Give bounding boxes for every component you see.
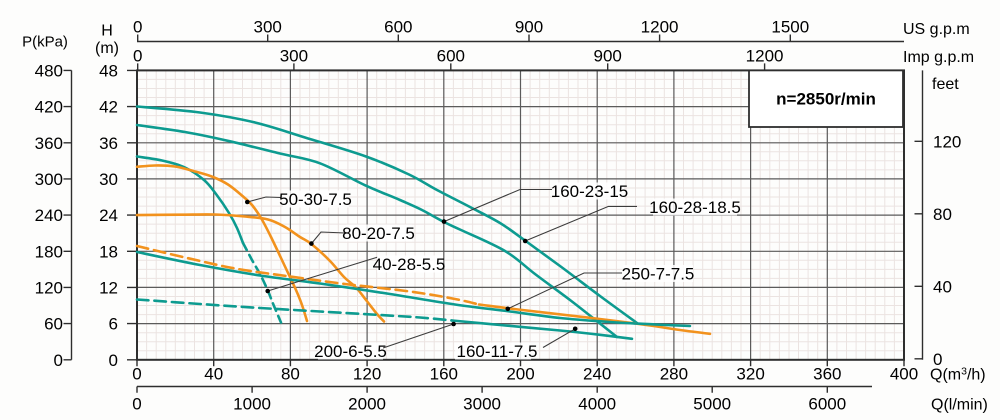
svg-text:0: 0 <box>132 365 141 384</box>
svg-text:240: 240 <box>35 206 63 225</box>
svg-text:5000: 5000 <box>693 395 731 414</box>
svg-text:600: 600 <box>437 47 465 66</box>
svg-text:60: 60 <box>44 315 63 334</box>
svg-text:0: 0 <box>132 395 141 414</box>
svg-text:300: 300 <box>280 47 308 66</box>
svg-text:24: 24 <box>99 206 118 225</box>
svg-text:180: 180 <box>35 242 63 261</box>
svg-text:900: 900 <box>515 18 543 37</box>
svg-text:160: 160 <box>430 365 458 384</box>
svg-text:36: 36 <box>99 134 118 153</box>
svg-text:320: 320 <box>736 365 764 384</box>
svg-text:120: 120 <box>353 365 381 384</box>
svg-text:6000: 6000 <box>808 395 846 414</box>
svg-text:P(kPa): P(kPa) <box>22 34 68 51</box>
svg-text:900: 900 <box>594 47 622 66</box>
svg-text:80: 80 <box>281 365 300 384</box>
svg-text:0: 0 <box>133 18 142 37</box>
svg-text:160-23-15: 160-23-15 <box>551 182 629 201</box>
svg-text:1200: 1200 <box>641 18 679 37</box>
svg-text:1500: 1500 <box>771 18 809 37</box>
svg-text:0: 0 <box>54 351 63 370</box>
svg-text:0: 0 <box>133 47 142 66</box>
svg-text:4000: 4000 <box>578 395 616 414</box>
svg-text:3000: 3000 <box>463 395 501 414</box>
svg-text:18: 18 <box>99 242 118 261</box>
svg-text:Imp g.p.m: Imp g.p.m <box>903 49 974 66</box>
svg-text:240: 240 <box>583 365 611 384</box>
svg-text:360: 360 <box>35 134 63 153</box>
svg-text:250-7-7.5: 250-7-7.5 <box>622 265 695 284</box>
svg-text:30: 30 <box>99 170 118 189</box>
svg-text:160-11-7.5: 160-11-7.5 <box>457 342 538 361</box>
svg-text:80-20-7.5: 80-20-7.5 <box>342 224 415 243</box>
svg-text:Q(m3/h): Q(m3/h) <box>930 366 986 384</box>
svg-text:40-28-5.5: 40-28-5.5 <box>373 255 446 274</box>
svg-text:280: 280 <box>660 365 688 384</box>
svg-text:50-30-7.5: 50-30-7.5 <box>279 190 352 209</box>
svg-text:360: 360 <box>813 365 841 384</box>
svg-text:80: 80 <box>933 205 952 224</box>
svg-text:420: 420 <box>35 98 63 117</box>
svg-text:600: 600 <box>384 18 412 37</box>
svg-text:2000: 2000 <box>348 395 386 414</box>
svg-text:1200: 1200 <box>746 47 784 66</box>
svg-text:feet: feet <box>932 76 959 93</box>
svg-text:200: 200 <box>506 365 534 384</box>
svg-text:400: 400 <box>890 365 918 384</box>
svg-text:160-28-18.5: 160-28-18.5 <box>649 198 741 217</box>
svg-text:40: 40 <box>204 365 223 384</box>
svg-text:6: 6 <box>109 315 118 334</box>
svg-text:48: 48 <box>99 61 118 80</box>
svg-text:42: 42 <box>99 98 118 117</box>
svg-text:(m): (m) <box>95 40 119 57</box>
svg-text:120: 120 <box>933 132 961 151</box>
svg-text:Q(l/min): Q(l/min) <box>931 397 988 414</box>
svg-text:300: 300 <box>254 18 282 37</box>
svg-text:200-6-5.5: 200-6-5.5 <box>314 342 387 361</box>
svg-text:H: H <box>101 23 113 40</box>
svg-text:40: 40 <box>933 277 952 296</box>
svg-text:300: 300 <box>35 170 63 189</box>
svg-text:0: 0 <box>109 351 118 370</box>
svg-text:12: 12 <box>99 278 118 297</box>
svg-text:US g.p.m: US g.p.m <box>903 21 970 38</box>
svg-text:480: 480 <box>35 61 63 80</box>
svg-text:120: 120 <box>35 278 63 297</box>
svg-text:0: 0 <box>933 350 942 369</box>
svg-text:n=2850r/min: n=2850r/min <box>776 90 876 109</box>
svg-text:1000: 1000 <box>233 395 271 414</box>
